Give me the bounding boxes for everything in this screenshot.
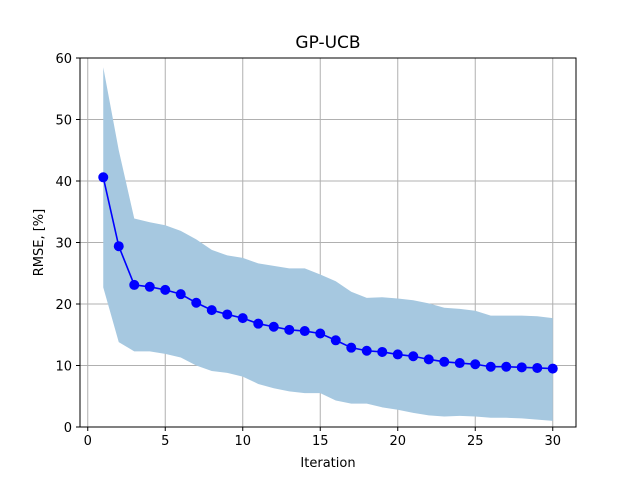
data-point bbox=[392, 349, 403, 360]
data-point bbox=[532, 362, 543, 373]
data-point bbox=[253, 318, 264, 329]
data-point bbox=[191, 297, 202, 308]
data-point bbox=[408, 351, 419, 362]
confidence-band-layer bbox=[103, 67, 553, 421]
data-point bbox=[361, 345, 372, 356]
x-tick-label: 15 bbox=[312, 434, 329, 449]
x-tick-label: 25 bbox=[467, 434, 484, 449]
data-point bbox=[284, 324, 295, 335]
y-tick-label: 40 bbox=[55, 175, 72, 190]
data-point bbox=[113, 241, 124, 252]
data-point bbox=[547, 363, 558, 374]
y-tick-label: 50 bbox=[55, 114, 72, 129]
x-tick-label: 20 bbox=[389, 434, 406, 449]
chart-title: GP-UCB bbox=[295, 33, 360, 53]
data-point bbox=[237, 313, 248, 324]
data-point bbox=[175, 289, 186, 300]
data-point bbox=[160, 284, 171, 295]
data-point bbox=[98, 172, 109, 183]
data-point bbox=[346, 342, 357, 353]
y-tick-label: 0 bbox=[64, 421, 72, 436]
x-tick-label: 5 bbox=[161, 434, 169, 449]
x-tick-label: 10 bbox=[234, 434, 251, 449]
data-point bbox=[485, 361, 496, 372]
x-axis-title: Iteration bbox=[300, 456, 355, 471]
axis-ticks: 0 5 10 15 20 25 30 0 10 20 30 40 50 60 bbox=[55, 52, 561, 449]
x-tick-label: 30 bbox=[544, 434, 561, 449]
data-point bbox=[454, 358, 465, 369]
series-layer bbox=[98, 172, 558, 374]
confidence-band bbox=[103, 67, 553, 421]
data-point bbox=[268, 321, 279, 332]
data-point bbox=[439, 356, 450, 367]
y-tick-label: 60 bbox=[55, 52, 72, 67]
data-point bbox=[516, 362, 527, 373]
data-point bbox=[330, 335, 341, 346]
data-point bbox=[377, 346, 388, 357]
data-point bbox=[423, 354, 434, 365]
data-point bbox=[299, 326, 310, 337]
data-point bbox=[129, 279, 140, 290]
data-point bbox=[144, 281, 155, 292]
y-tick-label: 20 bbox=[55, 298, 72, 313]
data-point bbox=[206, 305, 217, 316]
data-point bbox=[470, 359, 481, 370]
data-point bbox=[222, 309, 233, 320]
data-point bbox=[501, 361, 512, 372]
y-axis-title: RMSE, [%] bbox=[32, 209, 47, 276]
y-tick-label: 30 bbox=[55, 237, 72, 252]
y-tick-label: 10 bbox=[55, 360, 72, 375]
data-point bbox=[315, 328, 326, 339]
x-tick-label: 0 bbox=[84, 434, 92, 449]
